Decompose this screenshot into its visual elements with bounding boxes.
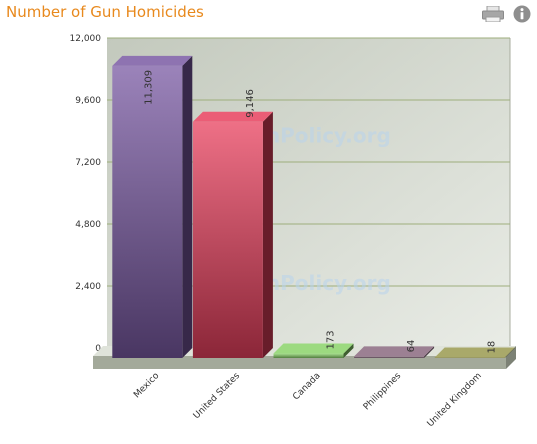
bars: 11,309 9,146 173 64 18 bbox=[112, 55, 515, 359]
chart-toolbar bbox=[482, 5, 531, 27]
y-tick-label: 0 bbox=[95, 344, 101, 354]
x-tick-label: United Kingdom bbox=[426, 371, 484, 429]
bar-top bbox=[192, 111, 273, 122]
x-axis: Mexico United States Canada Philippines Unit… bbox=[132, 371, 484, 429]
bar: 11,309 bbox=[112, 55, 193, 359]
bar-top bbox=[112, 55, 193, 66]
bar-top bbox=[273, 343, 354, 354]
x-tick-label: Philippines bbox=[362, 371, 404, 413]
chart-title: Number of Gun Homicides bbox=[6, 3, 204, 21]
bar-value-label: 11,309 bbox=[143, 70, 154, 105]
printer-icon[interactable] bbox=[482, 5, 504, 26]
bar: 64 bbox=[354, 340, 435, 358]
bar-front bbox=[273, 353, 344, 358]
bar-top bbox=[434, 347, 515, 358]
floor-front bbox=[93, 356, 506, 369]
y-axis: 0 2,400 4,800 7,200 9,600 12,000 bbox=[70, 34, 102, 354]
x-tick-label: Mexico bbox=[132, 371, 162, 401]
bar-value-label: 173 bbox=[326, 330, 337, 349]
bar-value-label: 64 bbox=[406, 340, 417, 353]
y-tick-label: 9,600 bbox=[75, 96, 101, 106]
bar-front bbox=[192, 121, 263, 358]
x-tick-label: Canada bbox=[291, 371, 322, 402]
bar-front bbox=[354, 356, 425, 358]
y-tick-label: 12,000 bbox=[70, 34, 102, 44]
y-tick-label: 4,800 bbox=[75, 220, 101, 230]
bar-side bbox=[182, 55, 193, 359]
bar: 18 bbox=[434, 341, 515, 358]
bar-side bbox=[262, 111, 273, 358]
bar-value-label: 18 bbox=[487, 341, 498, 354]
y-tick-label: 2,400 bbox=[75, 282, 101, 292]
bar-top bbox=[354, 346, 435, 357]
bar: 173 bbox=[273, 330, 354, 358]
bar-front bbox=[112, 65, 183, 358]
y-tick-label: 7,200 bbox=[75, 158, 101, 168]
bar-side bbox=[424, 346, 435, 358]
bar: 9,146 bbox=[192, 89, 273, 358]
bar-side bbox=[343, 343, 354, 358]
x-tick-label: United States bbox=[192, 371, 242, 421]
floor-side bbox=[506, 346, 516, 369]
info-icon[interactable] bbox=[513, 5, 531, 27]
bar-side bbox=[504, 347, 515, 358]
bar-value-label: 9,146 bbox=[245, 89, 256, 118]
